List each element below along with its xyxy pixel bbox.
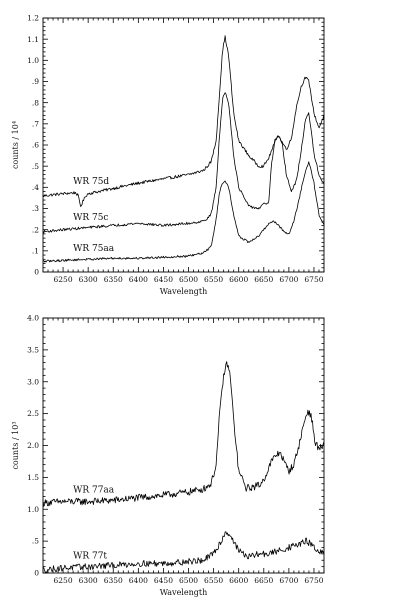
y-tick-label: 1.0 bbox=[27, 505, 39, 514]
x-tick-label: 6550 bbox=[204, 275, 223, 284]
y-tick-label: .5 bbox=[32, 162, 39, 171]
x-tick-label: 6700 bbox=[279, 576, 298, 585]
x-tick-label: 6650 bbox=[254, 275, 273, 284]
chart-panel-1: 6250 6300 6350 6400 6450 6500 6550 6600 6650 6700… bbox=[11, 14, 325, 296]
x-tick-label: 6250 bbox=[54, 275, 73, 284]
y-tick-label: 1.2 bbox=[27, 14, 39, 23]
x-tick-label: 6500 bbox=[179, 576, 198, 585]
y-tick-label: .2 bbox=[32, 225, 39, 234]
x-tick-label: 6750 bbox=[304, 576, 323, 585]
x-tick-label: 6500 bbox=[179, 275, 198, 284]
y-tick-label: .1 bbox=[32, 246, 39, 255]
x-tick-label: 6700 bbox=[279, 275, 298, 284]
y-tick-label: 2.5 bbox=[27, 409, 39, 418]
y-tick-label: .5 bbox=[32, 537, 39, 546]
chart-panel-2: 6250 6300 6350 6400 6450 6500 6550 6600 6650 6700… bbox=[11, 314, 325, 597]
plot-frame bbox=[42, 317, 325, 574]
x-tick-label: 6250 bbox=[54, 576, 73, 585]
y-tick-label: 1.1 bbox=[27, 35, 39, 44]
x-tick-label: 6300 bbox=[79, 275, 98, 284]
y-tick-label: 3.5 bbox=[27, 345, 39, 354]
y-tick-label: 1.5 bbox=[27, 473, 39, 482]
y-tick-label: 3.0 bbox=[27, 377, 39, 386]
x-axis-label: Wavelength bbox=[160, 588, 207, 597]
x-tick-label: 6350 bbox=[104, 275, 123, 284]
y-tick-label: 1.0 bbox=[27, 56, 39, 65]
y-tick-label: .9 bbox=[32, 77, 39, 86]
series-label: WR 75aa bbox=[73, 244, 115, 254]
x-tick-label: 6400 bbox=[129, 576, 148, 585]
series-label: WR 75d bbox=[73, 177, 109, 187]
x-tick-label: 6650 bbox=[254, 576, 273, 585]
y-tick-label: .4 bbox=[32, 183, 39, 192]
y-axis-label: counts / 10⁴ bbox=[11, 121, 20, 169]
spectrum-line-wr-75aa bbox=[42, 161, 325, 263]
x-tick-label: 6300 bbox=[79, 576, 98, 585]
x-axis-label: Wavelength bbox=[160, 287, 207, 296]
y-tick-label: .3 bbox=[32, 204, 39, 213]
plot-frame bbox=[42, 17, 325, 273]
x-tick-label: 6350 bbox=[104, 576, 123, 585]
spectrum-line-wr-77t bbox=[42, 531, 325, 573]
series-label: WR 75c bbox=[73, 213, 108, 223]
x-tick-label: 6600 bbox=[229, 576, 248, 585]
y-tick-label: .8 bbox=[32, 98, 39, 107]
x-tick-label: 6550 bbox=[204, 576, 223, 585]
y-tick-label: .6 bbox=[32, 141, 39, 150]
y-axis-label: counts / 10³ bbox=[11, 421, 20, 469]
y-tick-label: 0 bbox=[34, 569, 39, 578]
x-tick-label: 6450 bbox=[154, 275, 173, 284]
y-tick-label: 0 bbox=[34, 268, 39, 277]
series-label: WR 77t bbox=[73, 551, 107, 561]
x-tick-label: 6750 bbox=[304, 275, 323, 284]
series-label: WR 77aa bbox=[73, 486, 115, 496]
y-tick-label: .7 bbox=[32, 119, 39, 128]
spectrum-line-wr-77aa bbox=[42, 361, 325, 507]
y-tick-label: 2.0 bbox=[27, 441, 39, 450]
x-tick-label: 6600 bbox=[229, 275, 248, 284]
spectrum-line-wr-75c bbox=[42, 92, 325, 234]
y-tick-label: 4.0 bbox=[27, 314, 39, 323]
x-tick-label: 6450 bbox=[154, 576, 173, 585]
x-tick-label: 6400 bbox=[129, 275, 148, 284]
